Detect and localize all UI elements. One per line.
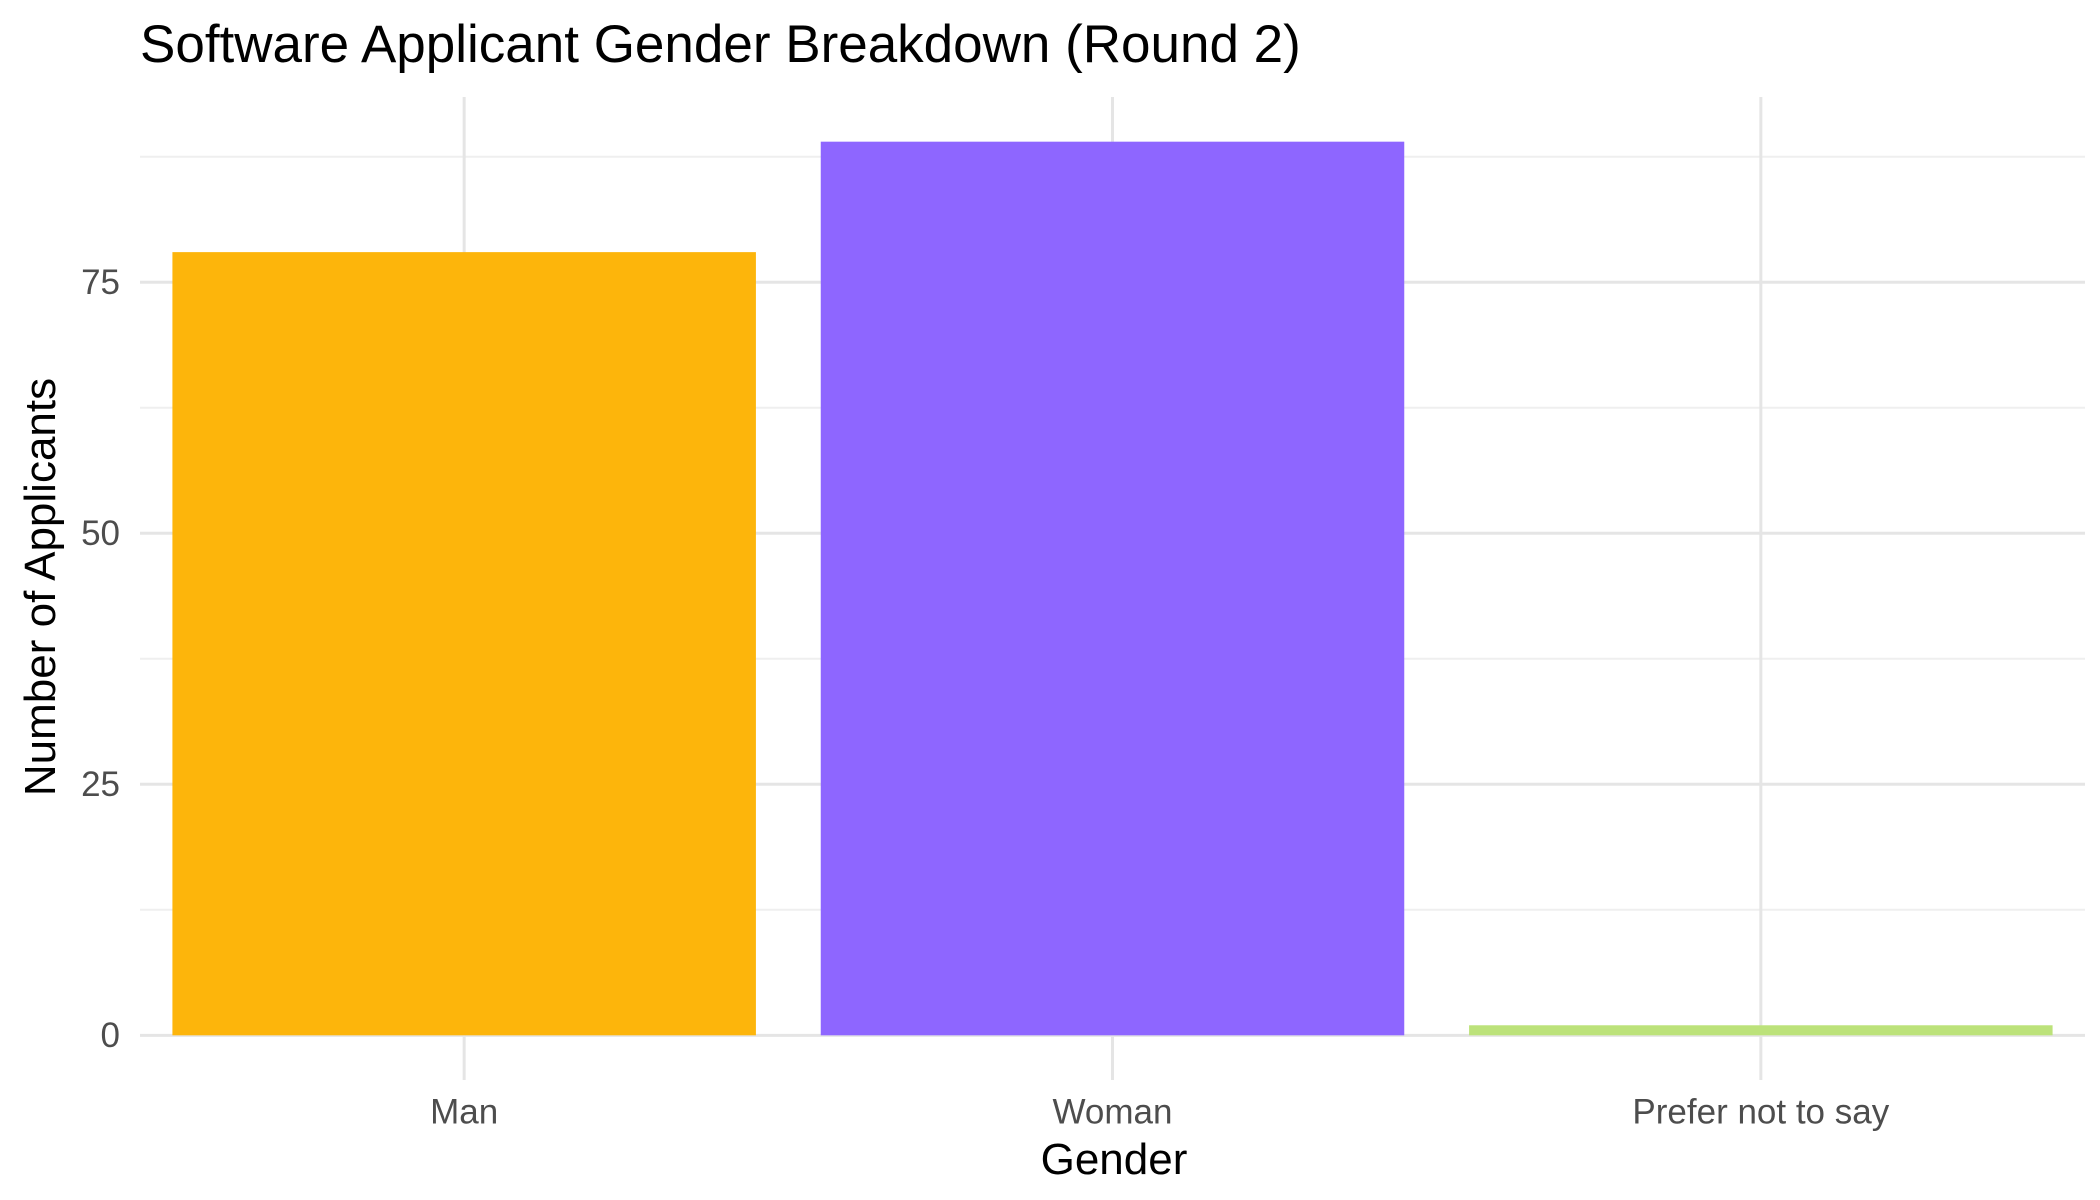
chart-title: Software Applicant Gender Breakdown (Rou… bbox=[140, 15, 1301, 74]
bars bbox=[172, 141, 2053, 1036]
y-tick-label-3: 75 bbox=[81, 263, 120, 302]
y-tick-label-2: 50 bbox=[81, 514, 120, 553]
x-tick-label-0: Man bbox=[430, 1093, 498, 1132]
x-axis-title: Gender bbox=[1041, 1135, 1188, 1184]
bar-man bbox=[172, 252, 756, 1036]
y-tick-label-1: 25 bbox=[81, 765, 120, 804]
y-axis-title: Number of Applicants bbox=[16, 378, 65, 796]
x-axis-ticks: Man Woman Prefer not to say bbox=[430, 1093, 1890, 1132]
y-tick-label-0: 0 bbox=[101, 1016, 120, 1055]
y-axis-ticks: 0 25 50 75 bbox=[81, 263, 120, 1055]
x-tick-label-2: Prefer not to say bbox=[1632, 1093, 1889, 1132]
bar-prefer-not-to-say bbox=[1469, 1025, 2053, 1036]
x-tick-label-1: Woman bbox=[1053, 1093, 1173, 1132]
bar-woman bbox=[820, 141, 1405, 1036]
